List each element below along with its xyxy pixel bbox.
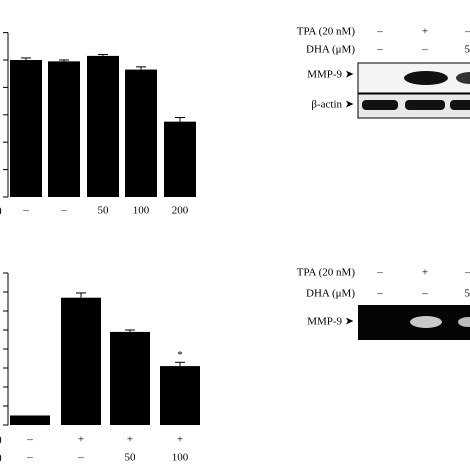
bar (10, 415, 50, 425)
row-label: ) (0, 452, 2, 464)
bar (48, 61, 80, 198)
band-label: MMP-9 ➤ (307, 316, 354, 328)
x-tick-label: 200 (172, 205, 189, 217)
lane-label: + (422, 26, 428, 38)
x-tick-label: + (78, 434, 84, 446)
bar (87, 55, 119, 197)
blot-row-label: TPA (20 nM) (297, 26, 356, 38)
band-label: MMP-9 ➤ (307, 69, 354, 81)
x-tick-label: – (60, 205, 67, 217)
lane-label: – (421, 44, 428, 56)
x-tick-label: 100 (133, 205, 150, 217)
lane-label: – (376, 288, 383, 300)
blot-row-label: DHA (μM) (306, 44, 355, 56)
lane-label: – (464, 267, 470, 279)
blot-row-label: TPA (20 nM) (297, 267, 356, 279)
bar (164, 121, 196, 197)
x-tick-label: 50 (125, 452, 137, 464)
bar (160, 366, 200, 425)
bar (10, 60, 42, 197)
bar (110, 331, 150, 425)
x-tick-label: + (177, 434, 183, 446)
lane-label: 50 (465, 288, 470, 300)
blot-row-label: DHA (μM) (306, 288, 355, 300)
x-tick-label: – (26, 434, 33, 446)
x-tick-label: 50 (98, 205, 110, 217)
band (404, 71, 448, 85)
band (450, 100, 470, 110)
band (362, 100, 398, 110)
band (405, 100, 445, 110)
annotation: * (177, 349, 183, 361)
x-tick-label: – (77, 452, 84, 464)
x-tick-label: 100 (172, 452, 189, 464)
lane-label: – (464, 26, 470, 38)
band (456, 72, 470, 84)
band (458, 317, 470, 327)
row-label: ) (0, 434, 2, 446)
lane-label: + (422, 267, 428, 279)
lane-label: – (421, 288, 428, 300)
lane-label: – (376, 267, 383, 279)
lane-label: – (376, 44, 383, 56)
x-tick-label: + (127, 434, 133, 446)
row-label: ) (0, 205, 2, 217)
lane-label: – (376, 26, 383, 38)
band (410, 316, 442, 328)
bar (125, 69, 157, 197)
x-tick-label: – (26, 452, 33, 464)
band-label: β-actin ➤ (311, 99, 354, 111)
lane-label: 50 (465, 44, 470, 56)
bar (61, 297, 101, 425)
x-tick-label: – (22, 205, 29, 217)
